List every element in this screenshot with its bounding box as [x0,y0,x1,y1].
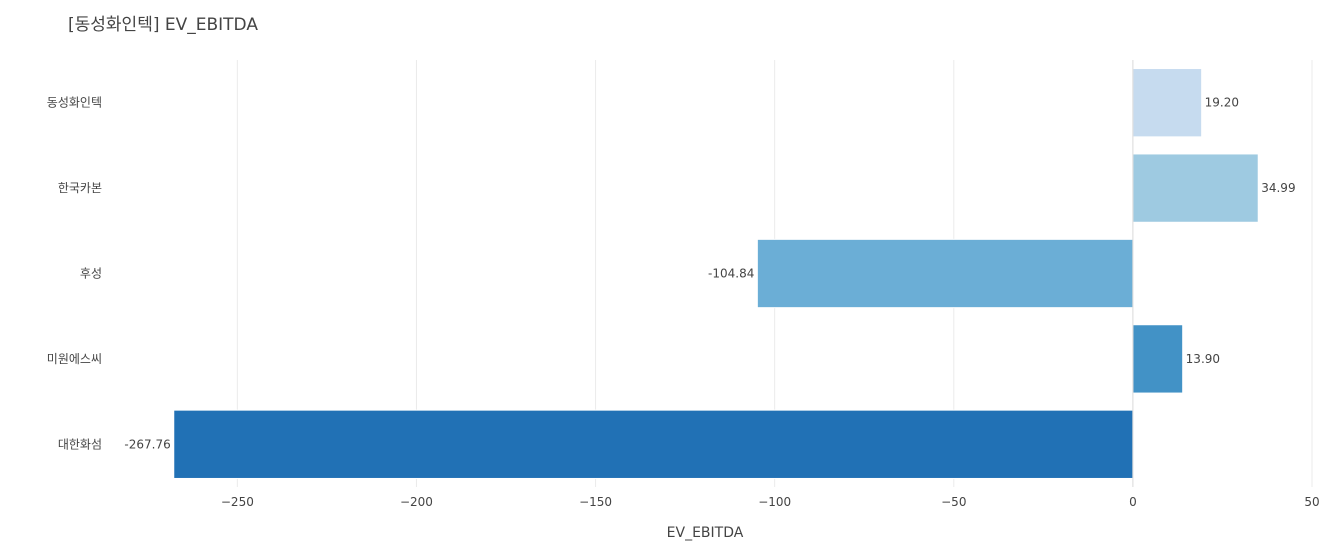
bar-value-label: -104.84 [708,267,754,281]
x-tick-label: −150 [579,495,612,509]
x-tick-label: 50 [1304,495,1319,509]
bar [1132,68,1203,138]
bar-value-label: -267.76 [124,437,170,451]
bar [1132,324,1184,394]
x-tick-label: −50 [941,495,966,509]
bar [173,409,1134,479]
x-tick-label: 0 [1129,495,1137,509]
x-axis-title: EV_EBITDA [667,525,744,541]
bars [173,68,1259,479]
chart-title: [동성화인텍] EV_EBITDA [68,15,258,35]
category-label: 대한화섬 [58,437,102,451]
x-tick-label: −250 [221,495,254,509]
category-label: 후성 [80,267,102,281]
data-labels: 19.20 34.99 -104.84 13.90 -267.76 [124,96,1295,452]
category-label: 미원에스씨 [47,352,102,366]
bar [1132,153,1259,223]
category-label: 한국카본 [58,181,102,195]
x-tick-label: −100 [758,495,791,509]
bar-value-label: 13.90 [1186,352,1220,366]
x-axis-ticks: −250 −200 −150 −100 −50 0 50 [221,495,1320,509]
bar-value-label: 34.99 [1261,181,1295,195]
x-tick-label: −200 [400,495,433,509]
bar [756,238,1134,309]
bar-value-label: 19.20 [1205,96,1239,110]
category-label: 동성화인텍 [47,96,102,110]
